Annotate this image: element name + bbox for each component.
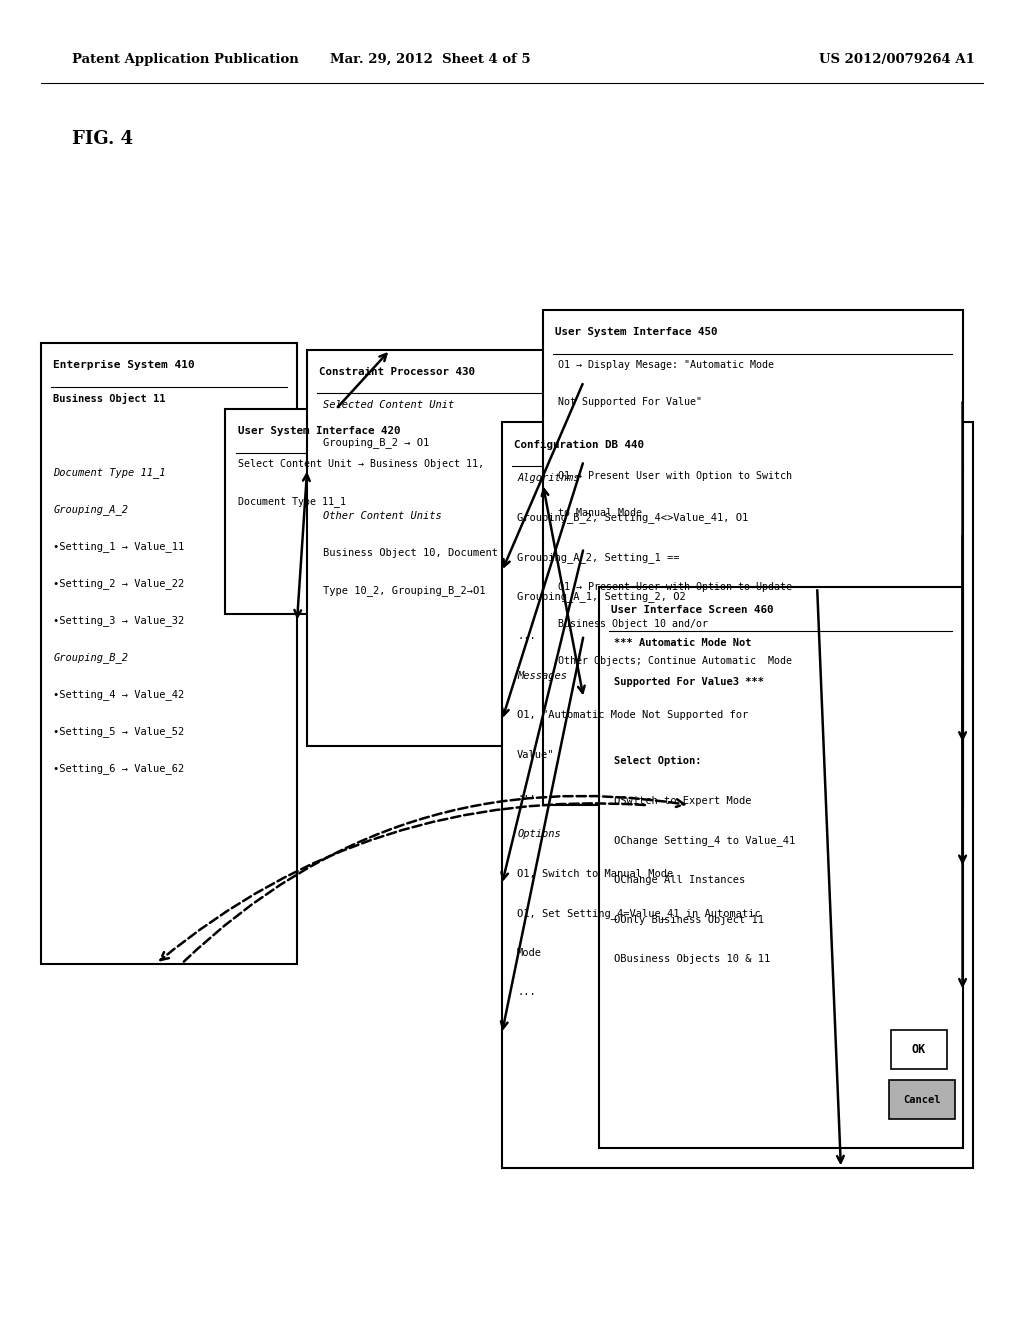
FancyArrowPatch shape: [183, 796, 684, 962]
FancyBboxPatch shape: [543, 310, 963, 805]
Text: Configuration DB 440: Configuration DB 440: [514, 440, 644, 450]
Text: Not Supported For Value": Not Supported For Value": [558, 397, 702, 408]
Text: OChange All Instances: OChange All Instances: [614, 875, 745, 886]
Text: Other Objects; Continue Automatic  Mode: Other Objects; Continue Automatic Mode: [558, 656, 793, 667]
Text: O1 → Present User with Option to Switch: O1 → Present User with Option to Switch: [558, 471, 793, 482]
Text: Grouping_A_2: Grouping_A_2: [53, 504, 128, 515]
Text: Cancel: Cancel: [903, 1094, 941, 1105]
Text: Options: Options: [517, 829, 561, 840]
Text: User System Interface 420: User System Interface 420: [238, 426, 400, 437]
Text: •Setting_6 → Value_62: •Setting_6 → Value_62: [53, 763, 184, 774]
Text: Grouping_B_2 → O1: Grouping_B_2 → O1: [323, 437, 429, 447]
Text: Supported For Value3 ***: Supported For Value3 ***: [614, 677, 764, 688]
Text: FIG. 4: FIG. 4: [72, 129, 133, 148]
Text: Business Object 10, Document: Business Object 10, Document: [323, 548, 498, 558]
Text: O1, Set Setting_4=Value_41 in Automatic: O1, Set Setting_4=Value_41 in Automatic: [517, 908, 761, 919]
FancyBboxPatch shape: [891, 1030, 947, 1069]
Text: Document Type 11_1: Document Type 11_1: [238, 496, 345, 507]
Text: Document Type 11_1: Document Type 11_1: [53, 467, 166, 478]
Text: O1, Switch to Manual Mode: O1, Switch to Manual Mode: [517, 869, 674, 879]
Text: ...: ...: [517, 631, 536, 642]
Text: User Interface Screen 460: User Interface Screen 460: [611, 605, 774, 615]
Text: Mar. 29, 2012  Sheet 4 of 5: Mar. 29, 2012 Sheet 4 of 5: [330, 53, 530, 66]
FancyBboxPatch shape: [225, 409, 502, 614]
Text: Messages: Messages: [517, 671, 567, 681]
Text: •Setting_5 → Value_52: •Setting_5 → Value_52: [53, 726, 184, 737]
Text: OBusiness Objects 10 & 11: OBusiness Objects 10 & 11: [614, 954, 771, 965]
Text: Grouping_A_2, Setting_1 ==: Grouping_A_2, Setting_1 ==: [517, 552, 680, 562]
Text: OChange Setting_4 to Value_41: OChange Setting_4 to Value_41: [614, 836, 796, 846]
Text: •Setting_1 → Value_11: •Setting_1 → Value_11: [53, 541, 184, 552]
FancyBboxPatch shape: [599, 587, 963, 1148]
Text: O1 → Display Mesage: "Automatic Mode: O1 → Display Mesage: "Automatic Mode: [558, 360, 774, 371]
Text: O1 → Present User with Option to Update: O1 → Present User with Option to Update: [558, 582, 793, 593]
Text: Value": Value": [517, 750, 555, 760]
Text: Mode: Mode: [517, 948, 542, 958]
Text: Select Content Unit → Business Object 11,: Select Content Unit → Business Object 11…: [238, 459, 483, 470]
Text: Patent Application Publication: Patent Application Publication: [72, 53, 298, 66]
FancyArrowPatch shape: [161, 804, 645, 960]
FancyBboxPatch shape: [889, 1080, 955, 1119]
Text: Grouping_A_1, Setting_2, O2: Grouping_A_1, Setting_2, O2: [517, 591, 686, 602]
Text: ...: ...: [517, 789, 536, 800]
FancyBboxPatch shape: [502, 422, 973, 1168]
Text: Grouping_B_2: Grouping_B_2: [53, 652, 128, 663]
Text: US 2012/0079264 A1: US 2012/0079264 A1: [819, 53, 975, 66]
Text: User System Interface 450: User System Interface 450: [555, 327, 718, 338]
Text: to Manual Mode: to Manual Mode: [558, 508, 642, 519]
Text: •Setting_3 → Value_32: •Setting_3 → Value_32: [53, 615, 184, 626]
Text: •Setting_2 → Value_22: •Setting_2 → Value_22: [53, 578, 184, 589]
Text: O1, "Automatic Mode Not Supported for: O1, "Automatic Mode Not Supported for: [517, 710, 749, 721]
Text: *** Automatic Mode Not: *** Automatic Mode Not: [614, 638, 752, 648]
Text: Grouping_B_2, Setting_4<>Value_41, O1: Grouping_B_2, Setting_4<>Value_41, O1: [517, 512, 749, 523]
Text: Business Object 10 and/or: Business Object 10 and/or: [558, 619, 708, 630]
Text: Other Content Units: Other Content Units: [323, 511, 441, 521]
Text: OSwitch to Expert Mode: OSwitch to Expert Mode: [614, 796, 752, 807]
Text: Selected Content Unit: Selected Content Unit: [323, 400, 454, 411]
Text: Business Object 11: Business Object 11: [53, 393, 166, 404]
Text: •Setting_4 → Value_42: •Setting_4 → Value_42: [53, 689, 184, 700]
FancyBboxPatch shape: [307, 350, 584, 746]
Text: Type 10_2, Grouping_B_2→O1: Type 10_2, Grouping_B_2→O1: [323, 585, 485, 595]
Text: OOnly Business Object 11: OOnly Business Object 11: [614, 915, 764, 925]
FancyBboxPatch shape: [41, 343, 297, 964]
Text: Enterprise System 410: Enterprise System 410: [53, 360, 195, 371]
Text: Select Option:: Select Option:: [614, 756, 701, 767]
Text: ...: ...: [517, 987, 536, 998]
Text: Algorithms: Algorithms: [517, 473, 580, 483]
Text: Constraint Processor 430: Constraint Processor 430: [319, 367, 475, 378]
Text: OK: OK: [912, 1043, 926, 1056]
